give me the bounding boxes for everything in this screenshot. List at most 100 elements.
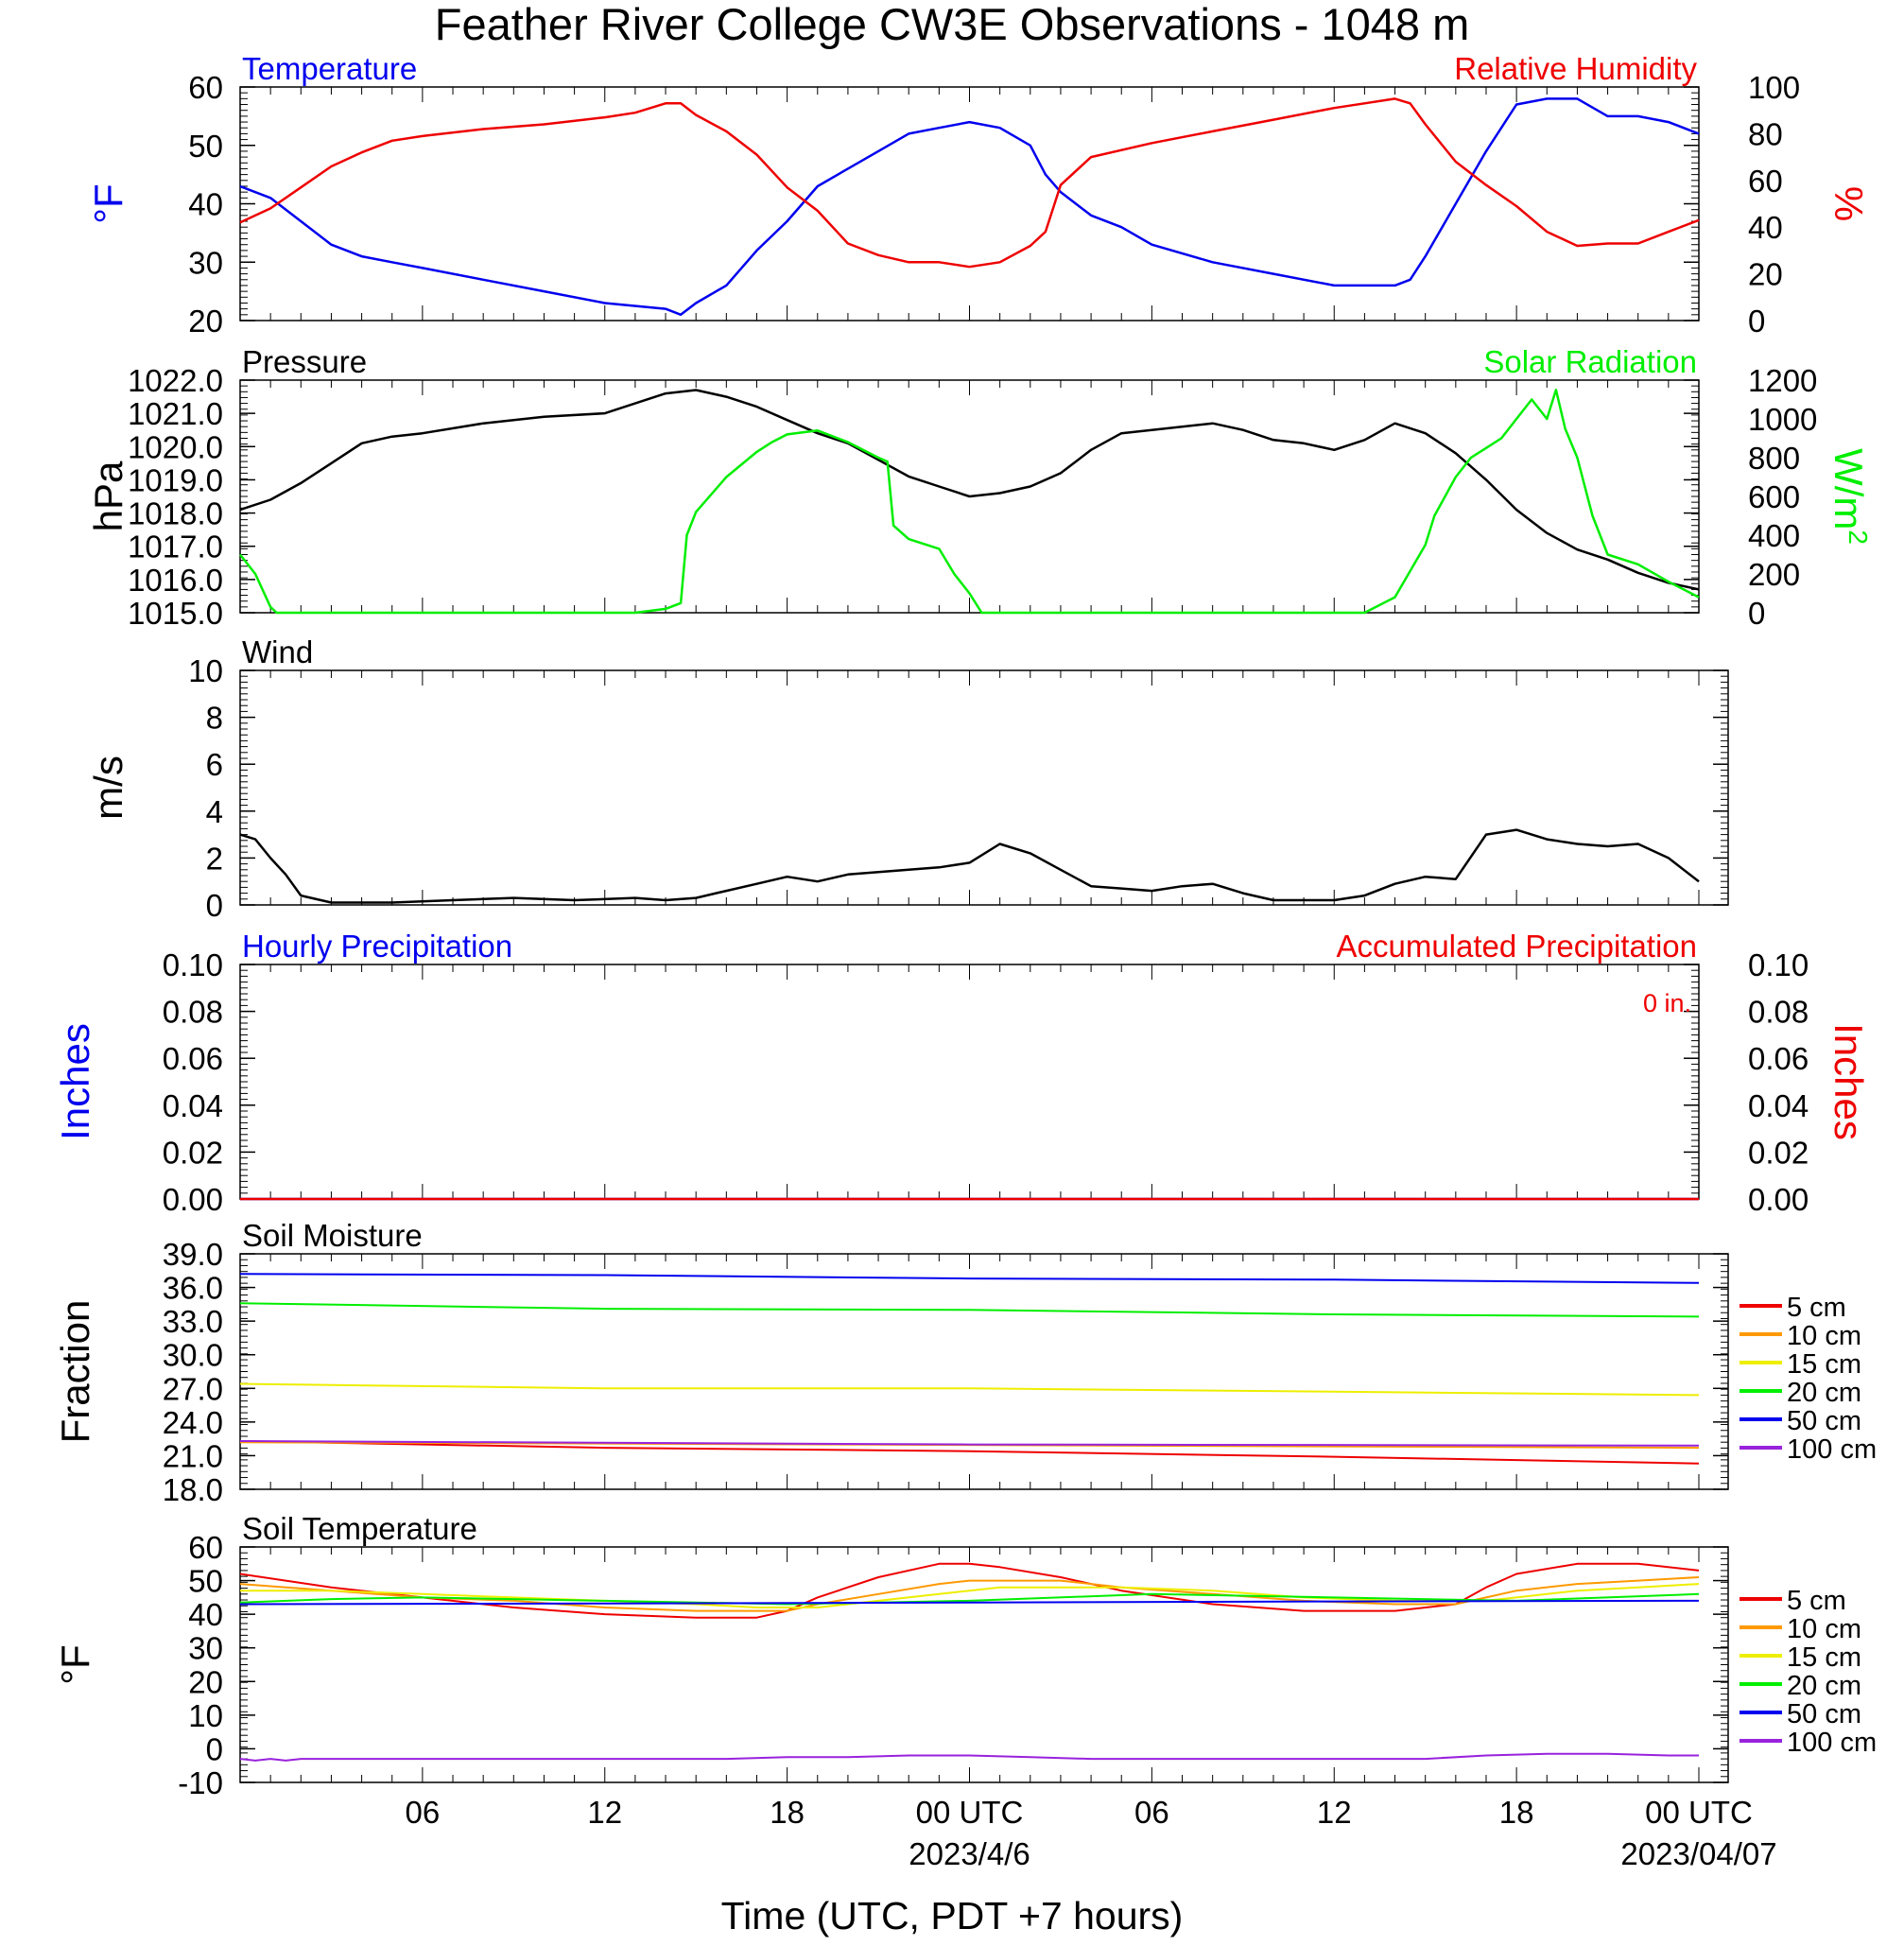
x-tick-label: 06 bbox=[1134, 1795, 1169, 1830]
y-tick-label-left: 30 bbox=[188, 1631, 223, 1666]
panel-title-left: Wind bbox=[242, 634, 313, 669]
y-tick-label-left: 1016.0 bbox=[128, 563, 223, 598]
series-line-solar-radiation bbox=[239, 389, 1700, 615]
x-tick-label: 06 bbox=[406, 1795, 441, 1830]
panel-title-left: Soil Temperature bbox=[242, 1511, 477, 1546]
series-line-20-cm bbox=[239, 1302, 1700, 1318]
y-tick-label-left: 0.10 bbox=[163, 947, 223, 982]
y-axis-label-left: °F bbox=[53, 1644, 97, 1684]
y-tick-label-left: 0.04 bbox=[163, 1088, 223, 1123]
y-tick-label-left: 10 bbox=[188, 1698, 223, 1733]
y-tick-label-left: 1015.0 bbox=[128, 596, 223, 631]
y-tick-label-left: 0.02 bbox=[163, 1135, 223, 1170]
y-tick-label-left: 4 bbox=[206, 794, 223, 829]
y-axis-label-right: Inches bbox=[1826, 1023, 1871, 1140]
panel-2: 1015.01016.01017.01018.01019.01020.01021… bbox=[86, 344, 1874, 631]
series-line-50-cm bbox=[239, 1599, 1700, 1606]
y-tick-label-left: 33.0 bbox=[163, 1304, 223, 1339]
y-tick-label-right: 0.02 bbox=[1748, 1135, 1809, 1170]
y-tick-label-left: 39.0 bbox=[163, 1237, 223, 1272]
y-tick-label-left: 8 bbox=[206, 701, 223, 736]
x-date-label: 2023/4/6 bbox=[909, 1836, 1030, 1871]
legend-label: 50 cm bbox=[1787, 1406, 1861, 1436]
series-line-50-cm bbox=[239, 1273, 1700, 1284]
y-tick-label-right: 600 bbox=[1748, 479, 1800, 514]
panel-title-right: Relative Humidity bbox=[1454, 51, 1697, 86]
y-tick-label-left: 1018.0 bbox=[128, 496, 223, 531]
panel-frame bbox=[239, 964, 1700, 1200]
y-axis-label-left: Inches bbox=[53, 1023, 97, 1140]
legend-label: 15 cm bbox=[1787, 1349, 1861, 1380]
panel-frame bbox=[239, 669, 1729, 906]
legend-label: 5 cm bbox=[1787, 1586, 1846, 1616]
accumulated-total: 0 in. bbox=[1643, 989, 1691, 1017]
panel-4: 0.00 0.02 0.04 0.06 0.08 0.10 0.00 0.02 0.04 0.06… bbox=[53, 929, 1871, 1217]
y-tick-label-left: 50 bbox=[188, 1564, 223, 1599]
series-line-pressure bbox=[239, 389, 1700, 591]
x-axis-label: Time (UTC, PDT +7 hours) bbox=[721, 1894, 1184, 1937]
y-tick-label-left: 21.0 bbox=[163, 1438, 223, 1473]
y-tick-label-right: 20 bbox=[1748, 257, 1783, 292]
panel-frame bbox=[239, 1253, 1729, 1490]
panel-title-left: Pressure bbox=[242, 344, 367, 379]
y-tick-label-right: 100 bbox=[1748, 70, 1800, 105]
panel-frame bbox=[239, 1546, 1729, 1783]
y-tick-label-left: 40 bbox=[188, 1597, 223, 1632]
y-tick-label-left: 1017.0 bbox=[128, 530, 223, 565]
y-tick-label-right: 0 bbox=[1748, 596, 1765, 631]
series-line-5-cm bbox=[239, 1562, 1700, 1619]
legend-label: 10 cm bbox=[1787, 1321, 1861, 1351]
series-line-temperature bbox=[239, 97, 1700, 317]
panel-3: 0 2 4 6 8 10 Wind m/s bbox=[86, 634, 1729, 923]
y-tick-label-left: 1019.0 bbox=[128, 462, 223, 497]
y-tick-label-left: 60 bbox=[188, 1530, 223, 1565]
panel-1: 20 30 40 50 60 0 20 40 60 80 100 Temperature Relativ… bbox=[86, 51, 1871, 339]
y-tick-label-left: 10 bbox=[188, 653, 223, 688]
x-tick-label: 00 UTC bbox=[1645, 1795, 1753, 1830]
legend-label: 5 cm bbox=[1787, 1293, 1846, 1323]
x-tick-label: 12 bbox=[587, 1795, 622, 1830]
y-tick-label-left: 27.0 bbox=[163, 1371, 223, 1406]
y-tick-label-right: 40 bbox=[1748, 210, 1783, 245]
y-tick-label-left: 30.0 bbox=[163, 1338, 223, 1373]
y-tick-label-left: 60 bbox=[188, 70, 223, 105]
y-tick-label-right: 800 bbox=[1748, 441, 1800, 476]
panel-5: 18.021.024.027.030.033.036.039.0 Soil Moi… bbox=[53, 1218, 1877, 1507]
y-tick-label-left: 18.0 bbox=[163, 1472, 223, 1507]
legend-label: 50 cm bbox=[1787, 1699, 1861, 1729]
y-axis-label-right: % bbox=[1826, 186, 1871, 221]
y-axis-label-right: W/m2 bbox=[1826, 448, 1874, 545]
chart-title: Feather River College CW3E Observations … bbox=[435, 0, 1470, 49]
y-tick-label-right: 0 bbox=[1748, 304, 1765, 339]
y-tick-label-left: 1021.0 bbox=[128, 396, 223, 431]
y-tick-label-right: 0.10 bbox=[1748, 947, 1809, 982]
series-line-wind bbox=[239, 828, 1700, 904]
x-tick-label: 18 bbox=[770, 1795, 805, 1830]
y-tick-label-left: 0.06 bbox=[163, 1041, 223, 1076]
y-tick-label-right: 1200 bbox=[1748, 363, 1817, 398]
panel-title-right: Solar Radiation bbox=[1483, 344, 1697, 379]
y-tick-label-left: 1022.0 bbox=[128, 363, 223, 398]
y-tick-label-right: 400 bbox=[1748, 518, 1800, 553]
x-tick-label: 18 bbox=[1499, 1795, 1534, 1830]
y-tick-label-right: 1000 bbox=[1748, 402, 1817, 437]
y-tick-label-left: 20 bbox=[188, 1664, 223, 1699]
panel-title-left: Temperature bbox=[242, 51, 417, 86]
y-axis-label-left: hPa bbox=[86, 460, 130, 531]
series-line-100-cm bbox=[239, 1752, 1699, 1762]
series-line-10-cm bbox=[239, 1576, 1700, 1612]
legend-label: 20 cm bbox=[1787, 1378, 1861, 1408]
y-tick-label-left: 24.0 bbox=[163, 1405, 223, 1440]
series-line-100-cm bbox=[239, 1440, 1700, 1447]
y-tick-label-right: 0.00 bbox=[1748, 1182, 1809, 1217]
y-tick-label-left: 40 bbox=[188, 187, 223, 222]
y-tick-label-left: -10 bbox=[178, 1765, 223, 1800]
legend-label: 15 cm bbox=[1787, 1642, 1861, 1673]
panel-title-left: Soil Moisture bbox=[242, 1218, 423, 1253]
x-date-label: 2023/04/07 bbox=[1620, 1836, 1776, 1871]
legend-label: 20 cm bbox=[1787, 1671, 1861, 1701]
y-tick-label-left: 0.00 bbox=[163, 1182, 223, 1217]
